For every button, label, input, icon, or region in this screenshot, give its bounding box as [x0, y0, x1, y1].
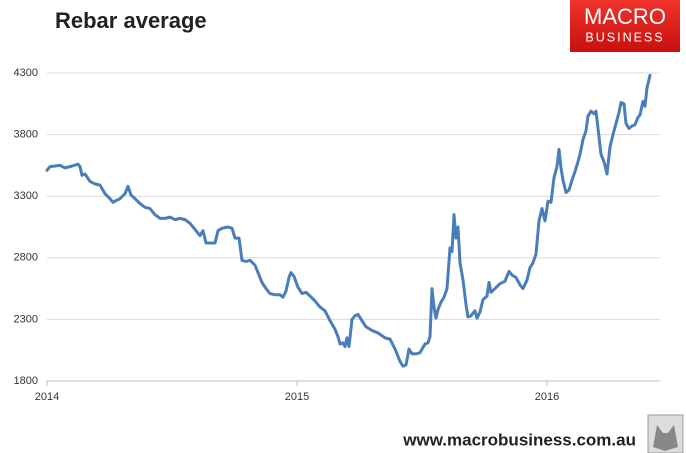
chart-title: Rebar average: [55, 8, 207, 33]
logo-top: MACRO: [584, 4, 666, 29]
website: www.macrobusiness.com.au: [402, 430, 636, 449]
plot-area: 1800 2300 2800 3300 3800 4300 2014 2015 2016: [14, 67, 660, 403]
x-tick-label: 2014: [35, 391, 59, 403]
y-tick-label: 4300: [14, 67, 38, 79]
y-tick-label: 3800: [14, 129, 38, 141]
data-line: [45, 73, 652, 368]
x-tick-label: 2015: [285, 391, 309, 403]
y-tick-label: 2800: [14, 252, 38, 264]
wolf-face: [653, 425, 678, 451]
y-tick-label: 3300: [14, 190, 38, 202]
logo-box: [570, 0, 680, 52]
x-tick-label: 2016: [535, 391, 559, 403]
y-tick-label: 2300: [14, 313, 38, 325]
y-tick-label: 1800: [14, 375, 38, 387]
logo-bottom: BUSINESS: [585, 30, 664, 44]
